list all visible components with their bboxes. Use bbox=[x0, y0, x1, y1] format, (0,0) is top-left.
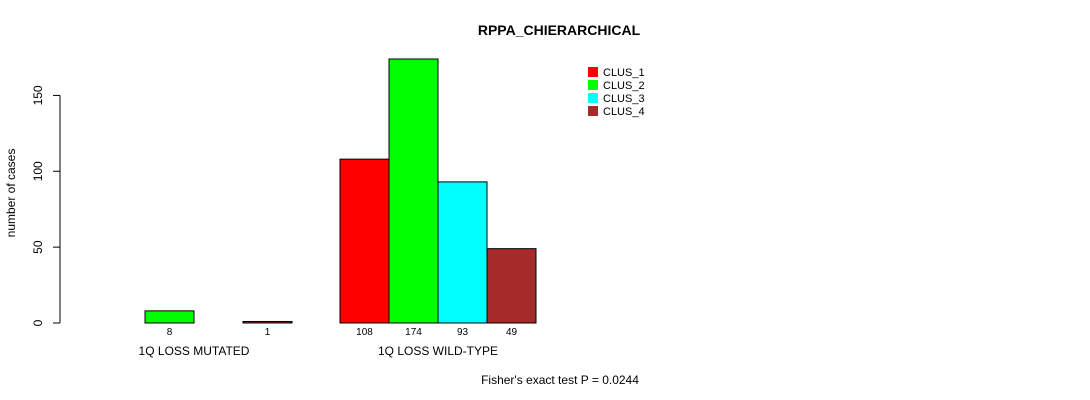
chart-title: RPPA_CHIERARCHICAL bbox=[478, 22, 641, 38]
legend-swatch bbox=[588, 106, 598, 116]
bar-clus-4-group-2 bbox=[486, 248, 537, 324]
y-tick-label: 150 bbox=[31, 85, 45, 105]
legend-label: CLUS_4 bbox=[603, 106, 645, 118]
legend-label: CLUS_3 bbox=[603, 93, 645, 105]
bar-value-label: 49 bbox=[506, 327, 518, 338]
y-tick-label: 100 bbox=[31, 161, 45, 181]
bar-clus-3-group-2 bbox=[437, 181, 488, 324]
legend-swatch bbox=[588, 67, 598, 77]
bar-value-label: 93 bbox=[457, 327, 469, 338]
y-tick-label: 50 bbox=[31, 240, 45, 254]
y-axis: 0 50 100 150 bbox=[31, 85, 61, 326]
fisher-test-note: Fisher's exact test P = 0.0244 bbox=[481, 373, 639, 387]
bar-clus-2-group-2 bbox=[388, 58, 439, 324]
legend-label: CLUS_1 bbox=[603, 67, 645, 79]
y-axis-label: number of cases bbox=[4, 149, 18, 238]
y-tick-label: 0 bbox=[31, 319, 45, 326]
bar-value-label: 1 bbox=[265, 327, 271, 338]
legend-swatch bbox=[588, 80, 598, 90]
bar-value-label: 174 bbox=[405, 327, 422, 338]
bar-value-label: 108 bbox=[356, 327, 373, 338]
group-label: 1Q LOSS MUTATED bbox=[139, 344, 250, 358]
bar-clus-4-group-1 bbox=[242, 320, 293, 324]
bar-clus-2-group-1 bbox=[144, 310, 195, 324]
group-labels: 1Q LOSS MUTATED 1Q LOSS WILD-TYPE bbox=[139, 344, 498, 358]
bar-value-label: 8 bbox=[167, 327, 173, 338]
bar-clus-1-group-2 bbox=[339, 158, 390, 324]
legend-label: CLUS_2 bbox=[603, 80, 645, 92]
bars: 8 1 108 174 93 49 bbox=[144, 58, 537, 338]
legend-swatch bbox=[588, 93, 598, 103]
group-label: 1Q LOSS WILD-TYPE bbox=[378, 344, 498, 358]
